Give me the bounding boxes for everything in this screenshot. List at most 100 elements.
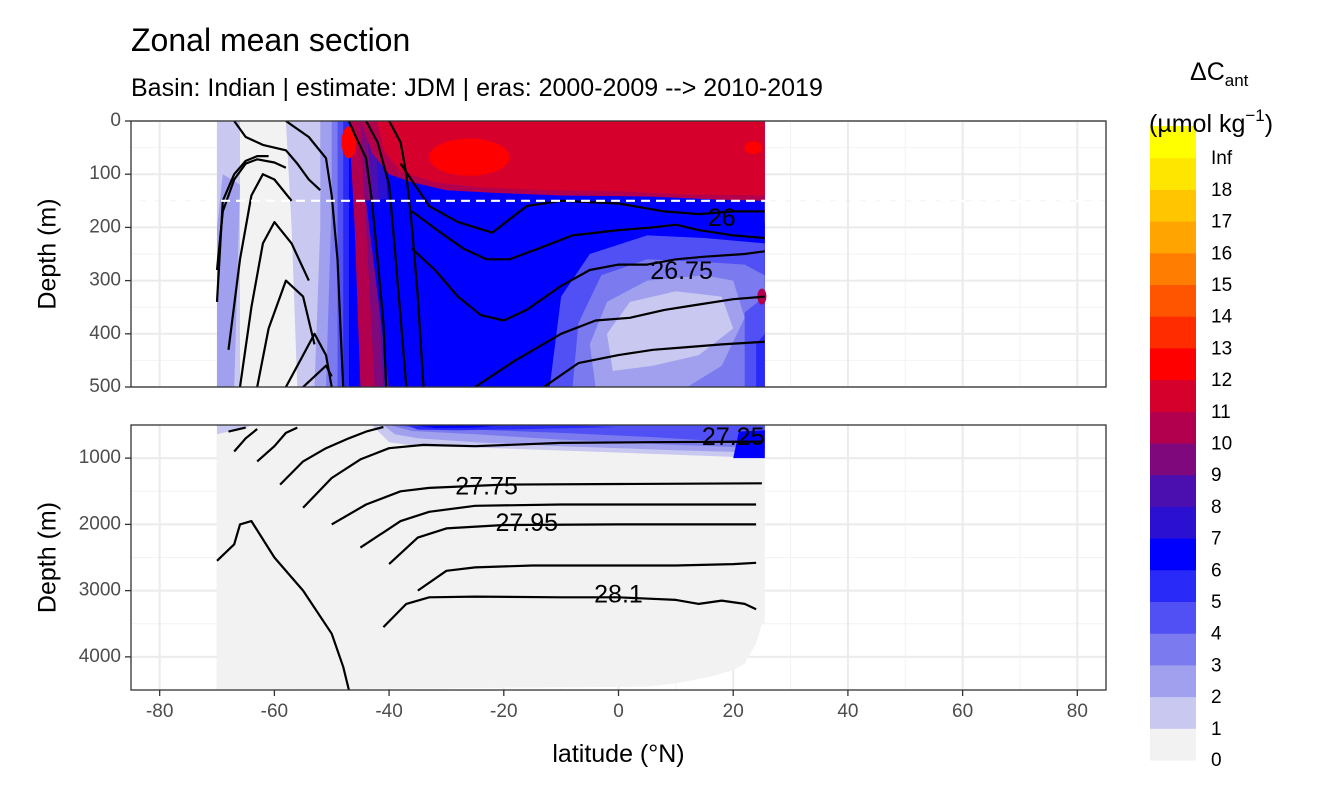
x-tick-label: -60 xyxy=(261,701,288,722)
y-tick-label: 100 xyxy=(89,163,121,184)
x-tick-label: 80 xyxy=(1067,701,1088,722)
isopycnal-line-lower xyxy=(256,426,298,463)
isopycnal-line-upper xyxy=(302,364,333,387)
legend-key xyxy=(1150,538,1196,571)
y-tick-label: 0 xyxy=(110,110,121,131)
x-tick-label: -40 xyxy=(375,701,402,722)
y-tick-label: 300 xyxy=(89,270,121,291)
legend-unit-text: (µmol kg xyxy=(1149,110,1245,138)
isopycnal-label: 26 xyxy=(708,204,736,232)
y-tick-label: 3000 xyxy=(79,580,121,601)
isopycnal-line-lower xyxy=(279,425,384,486)
legend-key xyxy=(1150,126,1196,159)
isopycnal-line-upper xyxy=(411,210,765,261)
x-tick-label: 0 xyxy=(613,701,624,722)
contour-fill-mid xyxy=(412,425,504,428)
contour-fill-base xyxy=(228,623,762,690)
y-axis-label: Depth (m) xyxy=(34,198,62,309)
isopycnal-line-upper xyxy=(474,295,765,387)
legend-label: 3 xyxy=(1211,655,1222,676)
isopycnal-line-lower xyxy=(388,523,757,565)
legend-unit-superscript: −1 xyxy=(1245,106,1264,125)
legend-key xyxy=(1150,569,1196,602)
isopycnal-line-lower xyxy=(233,428,258,453)
isopycnal-line-lower xyxy=(302,440,762,509)
isopycnal-line-upper xyxy=(233,121,322,192)
y-tick-label: 400 xyxy=(89,323,121,344)
legend-key xyxy=(1150,506,1196,539)
legend-label: 5 xyxy=(1211,592,1222,613)
legend-key xyxy=(1150,411,1196,444)
legend-label: 9 xyxy=(1211,465,1222,486)
y-axis-label: Depth (m) xyxy=(34,502,62,613)
isopycnal-line-upper xyxy=(411,247,765,322)
chart-subtitle: Basin: Indian | estimate: JDM | eras: 20… xyxy=(131,74,823,102)
legend-key xyxy=(1150,443,1196,476)
legend-label: 18 xyxy=(1211,180,1232,201)
isopycnal-label: 28.1 xyxy=(594,581,643,609)
legend-key xyxy=(1150,157,1196,190)
legend-label: 0 xyxy=(1211,750,1222,771)
isopycnal-line-lower xyxy=(417,561,757,592)
legend-key xyxy=(1150,664,1196,698)
legend-label: 6 xyxy=(1211,560,1222,581)
legend-key xyxy=(1150,347,1196,381)
legend-key xyxy=(1150,696,1196,729)
legend-label: 14 xyxy=(1211,307,1233,328)
legend-key xyxy=(1150,189,1196,222)
x-tick-label: 20 xyxy=(723,701,744,722)
legend-label: 17 xyxy=(1211,212,1232,233)
isopycnal-line-upper xyxy=(399,162,765,234)
y-tick-label: 200 xyxy=(89,216,121,237)
contour-fill-east xyxy=(733,430,765,459)
legend-unit: (µmol kg−1) xyxy=(1149,106,1273,138)
isopycnal-line-lower xyxy=(228,426,246,433)
legend-label: 12 xyxy=(1211,370,1232,391)
isopycnal-line-upper xyxy=(256,279,316,387)
legend-label: 1 xyxy=(1211,719,1222,740)
y-tick-label: 2000 xyxy=(79,513,121,534)
isopycnal-line-upper xyxy=(543,340,765,387)
legend-label: 13 xyxy=(1211,338,1232,359)
legend-label: Inf xyxy=(1211,148,1233,169)
legend-title: ΔCant xyxy=(1190,58,1249,90)
legend-key xyxy=(1150,252,1196,285)
isopycnal-label: 27.25 xyxy=(702,423,765,451)
contour-fill-surface-max xyxy=(429,138,510,176)
legend-label: 4 xyxy=(1211,624,1222,645)
isopycnal-line-lower xyxy=(382,595,757,628)
legend-unit-close: ) xyxy=(1265,110,1273,138)
contour-fill-band-crimson xyxy=(348,121,375,387)
legend-label: 2 xyxy=(1211,687,1222,708)
legend-label: 16 xyxy=(1211,243,1232,264)
legend-key xyxy=(1150,284,1196,317)
isopycnal-line-upper xyxy=(365,121,408,387)
y-tick-label: 500 xyxy=(89,376,121,397)
x-tick-label: 40 xyxy=(837,701,858,722)
legend-key xyxy=(1150,601,1196,634)
legend-key xyxy=(1150,474,1196,507)
legend-title-subscript: ant xyxy=(1225,71,1249,90)
contour-fill-base xyxy=(217,425,229,690)
x-tick-label: -80 xyxy=(146,701,173,722)
isopycnal-line-lower xyxy=(331,482,762,526)
isopycnal-line-upper xyxy=(285,121,345,387)
x-tick-label: -20 xyxy=(490,701,517,722)
x-tick-label: 60 xyxy=(952,701,973,722)
legend-title-symbol: ΔC xyxy=(1190,58,1225,86)
contour-fill-surface-max xyxy=(341,126,357,159)
isopycnal-line-lower xyxy=(216,520,350,690)
isopycnal-line-upper xyxy=(284,332,333,387)
isopycnal-line-upper xyxy=(215,158,287,271)
isopycnal-label: 27.75 xyxy=(455,473,518,501)
legend-label: 11 xyxy=(1211,402,1231,423)
legend-key xyxy=(1150,633,1196,666)
legend-label: 15 xyxy=(1211,275,1232,296)
isopycnal-label: 26.75 xyxy=(650,257,713,285)
isopycnal-line-upper xyxy=(238,221,310,387)
legend-label: 8 xyxy=(1211,497,1222,518)
isopycnal-line-upper xyxy=(227,173,293,350)
x-axis-label: latitude (°N) xyxy=(552,740,684,768)
